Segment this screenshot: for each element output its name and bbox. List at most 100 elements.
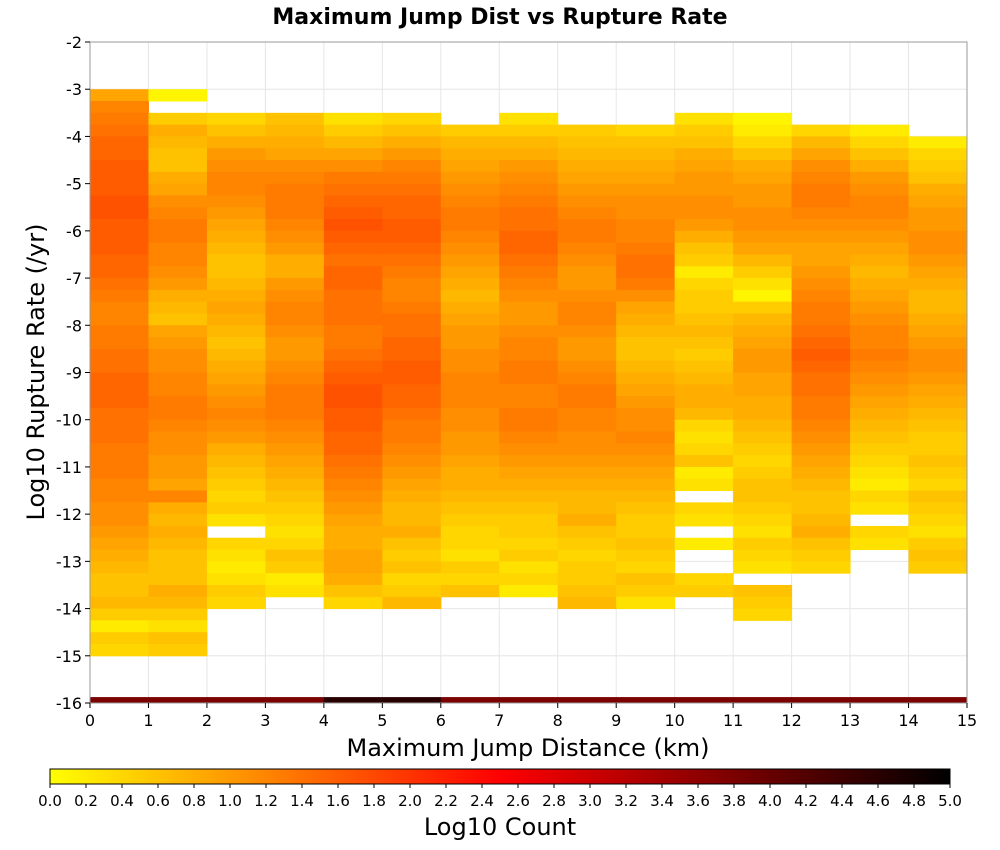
heatmap-cell <box>791 360 851 373</box>
heatmap-cell <box>850 325 910 338</box>
heatmap-cell <box>265 419 325 433</box>
heatmap-cell <box>733 289 793 303</box>
heatmap-cell <box>148 455 208 468</box>
heatmap-cell <box>557 160 617 173</box>
heatmap-cell <box>440 266 500 279</box>
heatmap-cell <box>674 313 734 326</box>
heatmap-cell <box>265 372 325 385</box>
heatmap-cell <box>616 171 676 185</box>
y-tick-label: -16 <box>56 694 82 713</box>
heatmap-cell <box>616 148 676 161</box>
heatmap-cell <box>148 136 208 149</box>
heatmap-cell <box>908 431 968 444</box>
heatmap-cell <box>674 254 734 267</box>
x-tick-label: 6 <box>436 711 446 730</box>
colorbar-tick-label: 2.6 <box>506 792 530 810</box>
heatmap-cell <box>499 537 559 551</box>
heatmap-cell <box>90 419 149 433</box>
heatmap-cell <box>382 596 442 610</box>
heatmap-cell <box>148 313 208 326</box>
heatmap-cell <box>616 242 676 255</box>
heatmap-cell <box>148 643 208 657</box>
heatmap-cell <box>148 372 208 385</box>
heatmap-cell <box>733 337 793 350</box>
heatmap-cell <box>148 183 208 196</box>
heatmap-cell <box>499 266 559 279</box>
heatmap-cell <box>557 466 617 480</box>
heatmap-cell <box>850 372 910 385</box>
heatmap-cell <box>382 573 442 586</box>
heatmap-cell <box>440 313 500 326</box>
heatmap-cell <box>206 596 266 610</box>
y-tick-label: -5 <box>66 175 82 194</box>
heatmap-cell <box>791 278 851 291</box>
heatmap-cell <box>908 348 968 362</box>
heatmap-cell <box>557 207 617 220</box>
heatmap-cell <box>733 502 793 515</box>
heatmap-cell <box>733 278 793 291</box>
heatmap-cell <box>90 632 149 645</box>
heatmap-cell <box>674 360 734 373</box>
heatmap-cell <box>850 254 910 267</box>
heatmap-cell <box>850 219 910 232</box>
heatmap-cell <box>382 431 442 444</box>
heatmap-cell <box>499 372 559 385</box>
heatmap-cell <box>148 573 208 586</box>
heatmap-cell <box>265 230 325 244</box>
heatmap-cell <box>382 337 442 350</box>
heatmap-cell <box>206 561 266 574</box>
heatmap-cell <box>499 490 559 503</box>
heatmap-cell <box>616 254 676 267</box>
heatmap-cell <box>206 313 266 326</box>
heatmap-cell <box>674 372 734 385</box>
heatmap-cell <box>440 372 500 385</box>
heatmap-cell <box>265 584 325 598</box>
heatmap-cell <box>850 207 910 220</box>
heatmap-cell <box>616 337 676 350</box>
heatmap-cell <box>733 478 793 492</box>
heatmap-cell <box>791 549 851 562</box>
heatmap-cell <box>908 490 968 503</box>
heatmap-cell <box>265 242 325 255</box>
heatmap-cell <box>323 466 383 480</box>
heatmap-cell <box>90 124 149 137</box>
heatmap-cell <box>323 514 383 527</box>
heatmap-cell <box>557 266 617 279</box>
heatmap-cell <box>440 160 500 173</box>
heatmap-cell <box>148 632 208 645</box>
heatmap-cell <box>148 620 208 633</box>
chart-title: Maximum Jump Dist vs Rupture Rate <box>272 5 727 30</box>
colorbar-tick-label: 3.6 <box>686 792 710 810</box>
y-tick-label: -2 <box>66 33 82 52</box>
heatmap-cell <box>206 230 266 244</box>
heatmap-cell <box>908 148 968 161</box>
heatmap-cell <box>148 207 208 220</box>
heatmap-cell <box>90 89 149 102</box>
heatmap-cell <box>440 455 500 468</box>
heatmap-cell <box>265 407 325 421</box>
heatmap-cell <box>557 183 617 196</box>
heatmap-cell <box>90 455 149 468</box>
heatmap-cell <box>148 219 208 232</box>
heatmap-cell <box>382 419 442 433</box>
colorbar-tick-label: 3.2 <box>614 792 638 810</box>
heatmap-cell <box>382 372 442 385</box>
heatmap-cell <box>557 596 617 610</box>
heatmap-cell <box>674 124 734 137</box>
heatmap-cell <box>674 337 734 350</box>
heatmap-cell <box>265 124 325 137</box>
heatmap-cell <box>499 278 559 291</box>
heatmap-cell <box>850 478 910 492</box>
heatmap-cell <box>265 254 325 267</box>
heatmap-cell <box>850 697 910 703</box>
heatmap-cell <box>791 160 851 173</box>
heatmap-cell <box>616 455 676 468</box>
heatmap-cell <box>499 242 559 255</box>
heatmap-cell <box>265 266 325 279</box>
heatmap-cell <box>674 242 734 255</box>
heatmap-cell <box>616 183 676 196</box>
heatmap-cell <box>382 561 442 574</box>
heatmap-cell <box>440 407 500 421</box>
heatmap-cell <box>908 313 968 326</box>
heatmap-cell <box>733 443 793 456</box>
